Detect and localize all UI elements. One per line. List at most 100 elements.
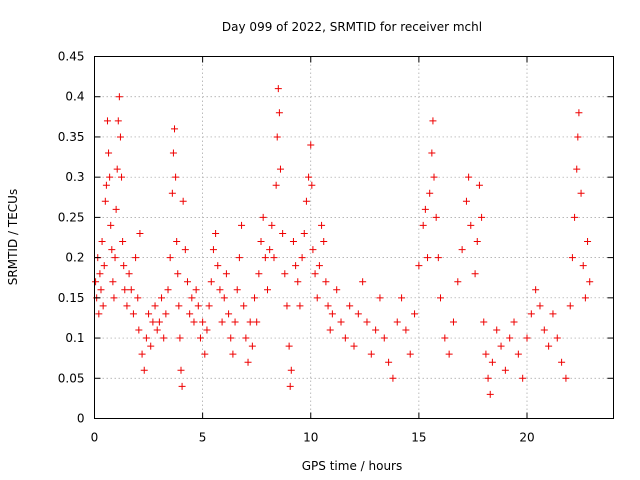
data-point [486,390,494,398]
data-point [169,149,177,157]
x-tick-label: 10 [303,431,318,445]
data-point [101,197,109,205]
y-tick-label: 0.2 [65,251,84,265]
y-tick-label: 0.05 [58,371,85,385]
data-point [138,350,146,358]
data-point [441,334,449,342]
data-point [279,229,287,237]
data-point [462,197,470,205]
data-point [166,254,174,262]
data-point [112,205,120,213]
data-point [523,334,531,342]
x-tick-label: 5 [199,431,207,445]
data-point [118,173,126,181]
data-point [115,93,123,101]
data-point [568,254,576,262]
data-point [261,254,269,262]
data-point [120,262,128,270]
data-point [428,149,436,157]
data-point [519,374,527,382]
data-point [458,246,466,254]
data-point [155,318,163,326]
data-point [179,197,187,205]
data-point [320,238,328,246]
data-point [100,262,108,270]
data-point [501,366,509,374]
data-point [471,270,479,278]
data-point [220,294,228,302]
data-point [385,358,393,366]
data-point [363,318,371,326]
data-point [216,286,224,294]
data-point [281,270,289,278]
data-point [434,254,442,262]
data-point [176,334,184,342]
data-point [553,334,561,342]
data-point [162,310,170,318]
chart-title: Day 099 of 2022, SRMTID for receiver mch… [222,20,482,34]
data-point [274,85,282,93]
data-point [244,358,252,366]
data-point [178,382,186,390]
data-point [199,318,207,326]
data-point [426,189,434,197]
data-point [123,302,131,310]
data-point [333,286,341,294]
data-point [151,302,159,310]
data-point [242,334,250,342]
data-point [125,270,133,278]
data-point [222,270,230,278]
data-point [497,342,505,350]
data-point [549,310,557,318]
data-point [276,165,284,173]
data-point [473,238,481,246]
data-point [341,334,349,342]
data-point [188,294,196,302]
data-point [545,342,553,350]
data-point [536,302,544,310]
data-point [171,125,179,133]
data-point [134,294,142,302]
data-point [110,294,118,302]
y-tick-label: 0.45 [58,50,85,64]
data-point [259,213,267,221]
data-point [318,221,326,229]
data-point [103,117,111,125]
data-point [430,173,438,181]
data-point [493,326,501,334]
x-axis-label: GPS time / hours [302,459,403,473]
data-point [113,165,121,173]
data-point [231,318,239,326]
data-point [437,294,444,302]
data-points [92,85,594,398]
data-point [465,173,473,181]
data-point [300,229,308,237]
data-point [475,181,483,189]
data-point [571,213,579,221]
data-point [577,189,585,197]
data-point [445,350,453,358]
data-point [207,278,215,286]
data-point [168,189,176,197]
data-point [209,246,217,254]
data-point [272,181,280,189]
data-point [346,302,354,310]
data-point [246,318,254,326]
data-point [238,221,246,229]
data-point [194,302,202,310]
data-point [253,318,261,326]
data-point [164,286,172,294]
data-point [307,141,315,149]
x-tick-label: 15 [411,431,426,445]
data-point [205,302,213,310]
data-point [298,254,306,262]
data-point [514,350,522,358]
data-point [566,302,574,310]
data-point [97,286,105,294]
data-point [402,326,410,334]
data-point [480,318,488,326]
data-point [203,326,211,334]
data-point [311,270,319,278]
data-point [273,133,281,141]
